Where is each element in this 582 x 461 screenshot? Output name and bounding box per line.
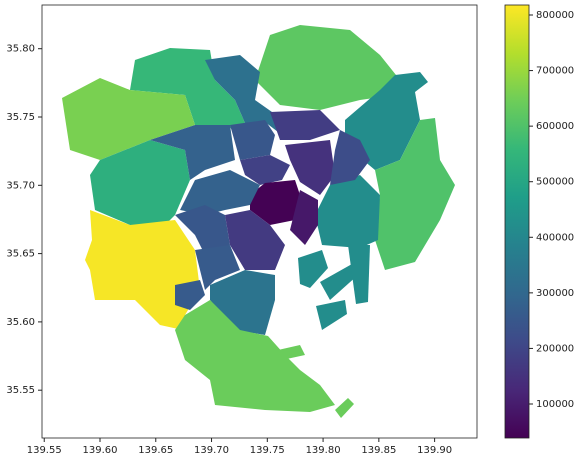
ward [255, 25, 400, 110]
colorbar-tick-label: 200000 [536, 343, 574, 354]
ward [330, 130, 370, 185]
ward [195, 245, 240, 290]
ward [205, 55, 278, 132]
x-tick-label: 139.75 [250, 445, 285, 456]
x-tick-label: 139.55 [27, 445, 62, 456]
colorbar-tick-label: 600000 [536, 121, 574, 132]
axes-frame [41, 4, 478, 439]
ward [348, 245, 370, 304]
ward [290, 190, 318, 245]
x-tick-label: 139.65 [138, 445, 173, 456]
colorbar-tick-label: 800000 [536, 10, 574, 21]
ward [335, 398, 354, 418]
ward [225, 210, 285, 270]
ward [298, 250, 328, 288]
ward [230, 120, 275, 160]
colorbar-tick-label: 500000 [536, 177, 574, 188]
ward [62, 78, 195, 160]
y-tick-label: 35.55 [6, 385, 35, 396]
colorbar [504, 4, 530, 439]
ward [85, 210, 200, 332]
x-tick-label: 139.80 [306, 445, 341, 456]
ward [175, 280, 205, 310]
ward [285, 140, 335, 195]
colorbar-tick-label: 400000 [536, 232, 574, 243]
y-tick-label: 35.65 [6, 249, 35, 260]
ward [175, 300, 335, 412]
colorbar-tick-label: 300000 [536, 288, 574, 299]
ward [130, 48, 248, 130]
colorbar-tick-label: 700000 [536, 66, 574, 77]
ward [180, 170, 260, 215]
ward [270, 110, 340, 140]
ward [250, 180, 300, 225]
ward [278, 345, 305, 360]
ward [315, 175, 380, 248]
ward [240, 155, 290, 185]
ward [175, 205, 230, 255]
ward [90, 140, 190, 225]
x-tick-label: 139.90 [417, 445, 452, 456]
ward [150, 125, 235, 180]
y-tick-label: 35.60 [6, 317, 35, 328]
y-tick-label: 35.80 [6, 44, 35, 55]
colorbar-tick-label: 100000 [536, 399, 574, 410]
ward [320, 264, 358, 300]
x-tick-label: 139.85 [361, 445, 396, 456]
x-tick-label: 139.60 [83, 445, 118, 456]
y-tick-label: 35.70 [6, 180, 35, 191]
ward [375, 118, 455, 270]
ward [316, 300, 347, 330]
x-tick-label: 139.70 [194, 445, 229, 456]
y-tick-label: 35.75 [6, 112, 35, 123]
